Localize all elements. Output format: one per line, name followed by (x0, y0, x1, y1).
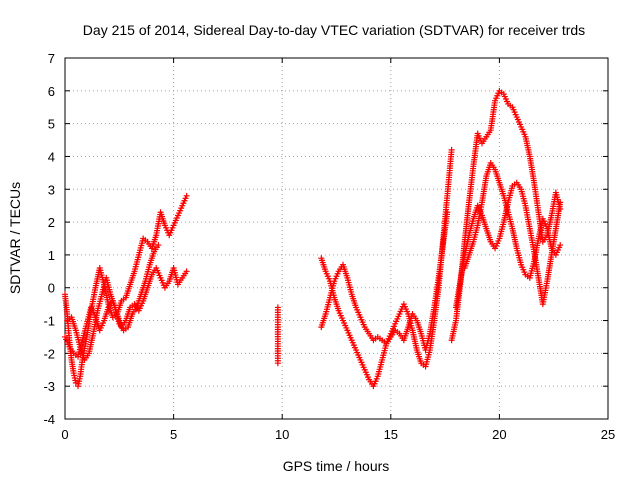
y-axis-label: SDTVAR / TECUs (7, 182, 23, 294)
x-tick-label: 20 (492, 427, 506, 442)
y-tick-label: 0 (48, 281, 55, 296)
y-tick-label: -4 (43, 412, 55, 427)
y-tick-label: 5 (48, 117, 55, 132)
y-tick-label: 4 (48, 149, 55, 164)
series-trace-b (62, 265, 190, 360)
data-point (183, 192, 190, 199)
y-tick-label: 7 (48, 51, 55, 66)
chart-title: Day 215 of 2014, Sidereal Day-to-day VTE… (83, 22, 585, 38)
y-tick-label: -1 (43, 314, 55, 329)
data-point (557, 199, 564, 206)
data-point (155, 242, 162, 249)
y-tick-label: 6 (48, 84, 55, 99)
data-point (72, 379, 79, 386)
y-tick-label: 3 (48, 182, 55, 197)
y-tick-label: -3 (43, 379, 55, 394)
x-tick-label: 15 (384, 427, 398, 442)
y-tick-label: 2 (48, 215, 55, 230)
gridlines (65, 58, 608, 419)
series-trace-h (452, 179, 564, 311)
series-trace-f (318, 209, 451, 354)
axis-ticks: 0 5 10 15 20 25 -4 -3 -2 -1 0 1 2 3 4 5 6 7 (43, 51, 615, 442)
x-axis-label: GPS time / hours (283, 458, 390, 474)
x-tick-label: 5 (170, 427, 177, 442)
series-trace-i (461, 160, 564, 281)
data-point (274, 360, 281, 367)
x-tick-label: 0 (61, 427, 68, 442)
series-trace-c (64, 242, 162, 363)
y-tick-label: -2 (43, 346, 55, 361)
series-trace-e (318, 146, 455, 390)
data-markers (62, 87, 564, 390)
data-point (444, 209, 451, 216)
y-tick-label: 1 (48, 248, 55, 263)
data-point (448, 146, 455, 153)
series-trace-d (274, 304, 281, 367)
x-tick-label: 25 (601, 427, 615, 442)
data-point (557, 242, 564, 249)
data-point (183, 268, 190, 275)
x-tick-label: 10 (275, 427, 289, 442)
plot-frame (64, 57, 609, 420)
